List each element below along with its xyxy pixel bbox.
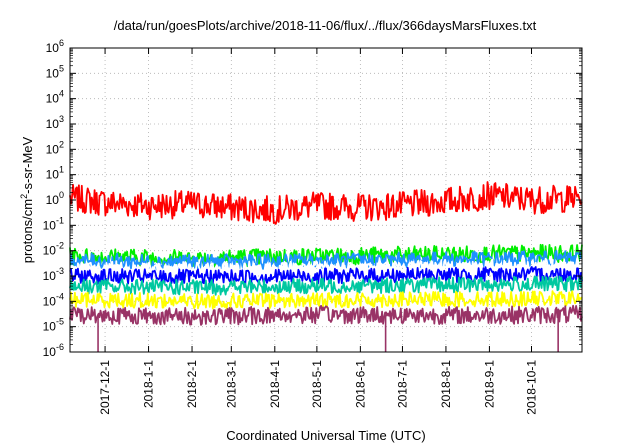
x-tick-label: 2017-12-1 — [98, 360, 112, 415]
y-tick-exponent: 3 — [59, 114, 64, 124]
y-tick-exponent: 4 — [59, 89, 64, 99]
x-tick-label: 2018-10-1 — [525, 360, 539, 415]
series-line-6 — [69, 275, 583, 296]
y-tick-exponent: 0 — [59, 190, 64, 200]
x-tick-label: 2018-7-1 — [395, 360, 409, 408]
y-axis-ticks: 10-610-510-410-310-210-11001011021031041… — [43, 38, 582, 359]
y-tick-label: 106 — [46, 38, 64, 55]
y-tick-base: 10 — [46, 168, 60, 182]
y-axis-label-rest: -s-sr-MeV — [20, 136, 35, 193]
chart-title: /data/run/goesPlots/archive/2018-11-06/f… — [114, 18, 537, 33]
y-tick-label: 10-2 — [43, 241, 64, 258]
y-axis-label: protons/cm2-s-sr-MeV — [19, 136, 35, 263]
y-tick-label: 10-6 — [43, 342, 64, 359]
y-axis-label-base: protons/cm — [20, 199, 35, 263]
x-tick-label: 2018-6-1 — [353, 360, 367, 408]
y-tick-base: 10 — [46, 193, 60, 207]
y-tick-label: 105 — [46, 63, 64, 80]
series-line-1 — [69, 181, 583, 225]
y-tick-exponent: -2 — [56, 241, 64, 251]
y-tick-exponent: -6 — [56, 342, 64, 352]
y-tick-label: 100 — [46, 190, 64, 207]
series-line-4 — [69, 257, 583, 278]
y-tick-base: 10 — [43, 244, 57, 258]
y-tick-exponent: -4 — [56, 291, 64, 301]
y-tick-base: 10 — [46, 66, 60, 80]
y-tick-label: 102 — [46, 139, 64, 156]
y-tick-base: 10 — [46, 117, 60, 131]
series-line-5 — [69, 266, 583, 286]
y-tick-exponent: -5 — [56, 317, 64, 327]
series-line-8 — [69, 304, 583, 326]
y-tick-exponent: 2 — [59, 139, 64, 149]
y-tick-exponent: 6 — [59, 38, 64, 48]
series-layer — [69, 181, 583, 352]
y-tick-label: 104 — [46, 89, 64, 106]
y-tick-base: 10 — [43, 218, 57, 232]
x-tick-label: 2018-2-1 — [185, 360, 199, 408]
y-tick-label: 10-4 — [43, 291, 64, 308]
y-tick-label: 101 — [46, 165, 64, 182]
y-tick-label: 10-3 — [43, 266, 64, 283]
x-tick-label: 2018-9-1 — [482, 360, 496, 408]
y-tick-base: 10 — [43, 269, 57, 283]
x-tick-label: 2018-8-1 — [439, 360, 453, 408]
y-tick-base: 10 — [43, 345, 57, 359]
y-tick-base: 10 — [46, 92, 60, 106]
x-tick-label: 2018-4-1 — [268, 360, 282, 408]
y-tick-exponent: 5 — [59, 63, 64, 73]
y-axis-label-superscript: 2 — [19, 194, 29, 199]
x-tick-label: 2018-1-1 — [142, 360, 156, 408]
y-tick-label: 10-1 — [43, 215, 64, 232]
y-tick-label: 103 — [46, 114, 64, 131]
y-tick-base: 10 — [46, 41, 60, 55]
y-tick-base: 10 — [43, 320, 57, 334]
y-tick-label: 10-5 — [43, 317, 64, 334]
x-axis-ticks: 2017-12-1 2018-1-1 2018-2-1 2018-3-1 2018-4-… — [98, 48, 539, 415]
x-axis-label: Coordinated Universal Time (UTC) — [226, 428, 425, 443]
y-tick-exponent: -1 — [56, 215, 64, 225]
x-tick-label: 2018-3-1 — [224, 360, 238, 408]
y-tick-base: 10 — [46, 142, 60, 156]
y-tick-exponent: 1 — [59, 165, 64, 175]
x-tick-label: 2018-5-1 — [310, 360, 324, 408]
y-tick-exponent: -3 — [56, 266, 64, 276]
y-tick-base: 10 — [43, 294, 57, 308]
